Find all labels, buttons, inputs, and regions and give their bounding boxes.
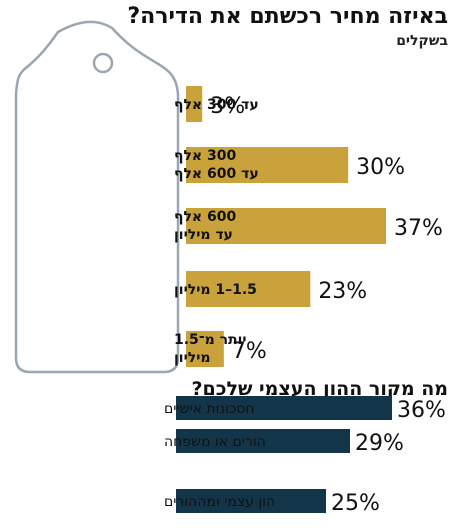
bar-price-3 [186, 208, 386, 244]
category-label-source-2: הורים או משפחה [164, 434, 266, 450]
bar-source-2 [176, 429, 350, 453]
category-label-price-2: 300 אלף עד 600 אלף [174, 148, 259, 182]
value-label-price-4: 23% [318, 279, 367, 304]
category-label-price-3: 600 אלף עד מיליון [174, 209, 236, 243]
bar-price-5 [186, 331, 224, 367]
category-label-price-5: יותר מ־1.5 מיליון [174, 332, 247, 366]
category-label-source-1: חסכונות אישיים [164, 401, 254, 417]
value-label-source-3: 25% [331, 491, 380, 516]
value-label-price-3: 37% [394, 216, 443, 241]
bar-source-1 [176, 396, 392, 420]
value-label-source-2: 29% [355, 431, 404, 456]
bar-price-1 [186, 86, 203, 122]
value-label-price-2: 30% [356, 155, 405, 180]
price-tag-hole-icon [92, 52, 114, 74]
bar-source-3 [176, 489, 326, 513]
bar-price-4 [186, 271, 311, 307]
chart2-title: מה מקור ההון העצמי שלכם? [191, 378, 448, 400]
category-label-price-4: 1.5–1 מיליון [174, 282, 257, 298]
price-tag-outline [14, 20, 180, 374]
value-label-price-1: 3% [210, 94, 245, 119]
value-label-price-5: 7% [232, 339, 267, 364]
value-label-source-1: 36% [397, 398, 446, 423]
chart1-subtitle: בשקלים [396, 33, 448, 49]
chart1-title: באיזה מחיר רכשתם את הדירה? [127, 4, 448, 29]
category-label-price-1: עד 300 אלף [174, 97, 259, 113]
category-label-source-3: הון עצמי ומההורים [164, 494, 275, 510]
bar-price-2 [186, 147, 349, 183]
